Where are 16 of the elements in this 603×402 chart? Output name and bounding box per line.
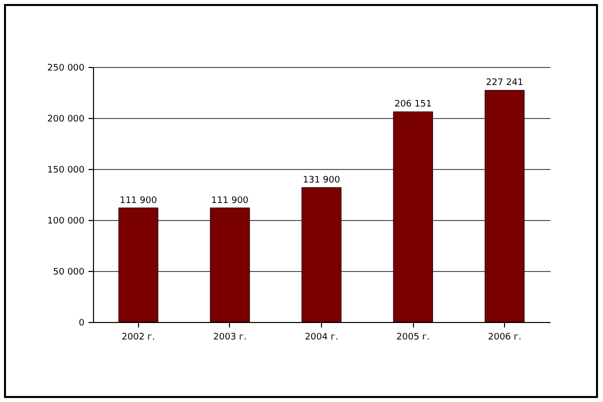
- x-tick-label: 2003 г.: [213, 332, 247, 342]
- data-label: 131 900: [302, 175, 340, 186]
- x-tick-label: 2006 г.: [488, 332, 522, 342]
- x-tick-label: 2004 г.: [304, 332, 338, 342]
- y-tick-label: 200 000: [47, 114, 85, 124]
- data-label: 111 900: [211, 196, 249, 206]
- y-tick-label: 100 000: [47, 216, 85, 226]
- y-tick-label: 0: [78, 318, 85, 328]
- x-tick-label: 2002 г.: [122, 332, 156, 342]
- data-label: 227 241: [486, 78, 524, 88]
- y-tick-label: 250 000: [47, 64, 85, 74]
- y-tick-label: 50 000: [53, 268, 85, 278]
- data-label: 206 151: [394, 100, 432, 110]
- y-tick-label: 150 000: [47, 166, 85, 176]
- x-tick-label: 2005 г.: [396, 332, 430, 342]
- data-label: 111 900: [120, 196, 158, 206]
